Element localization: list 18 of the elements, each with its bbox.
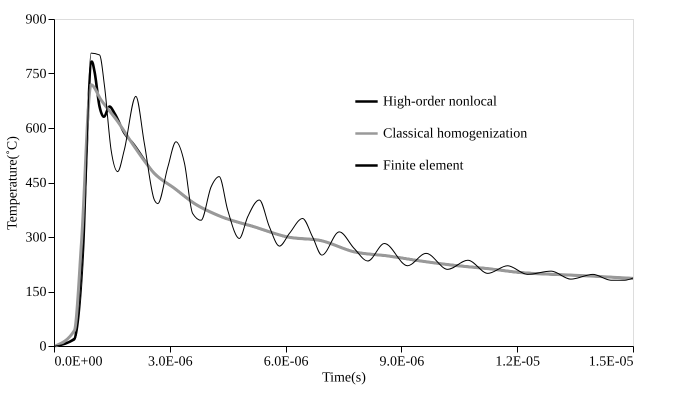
y-tick-label: 900 [26,12,46,28]
x-axis-title: Time(s) [322,370,366,386]
y-tick-label: 0 [40,340,46,354]
y-tick-label: 750 [26,67,46,82]
y-tick-label: 600 [26,122,46,136]
x-tick-label: 9.0E-06 [380,354,424,370]
x-tick-label: 1.2E-05 [495,354,540,370]
y-axis-title: Temperature(˚C) [6,136,20,230]
legend-label: Finite element [383,158,464,174]
x-tick-label: 6.0E-06 [264,354,308,370]
y-tick-label: 450 [26,176,46,191]
x-tick-label: 3.0E-06 [148,354,193,370]
y-tick-label: 150 [26,285,46,300]
x-tick-label: 0.0E+00 [54,354,102,370]
legend-label: Classical homogenization [383,126,528,142]
y-tick-label: 300 [26,230,46,246]
x-tick-label: 1.5E-05 [588,354,634,370]
legend-label: High-order nonlocal [383,94,498,110]
